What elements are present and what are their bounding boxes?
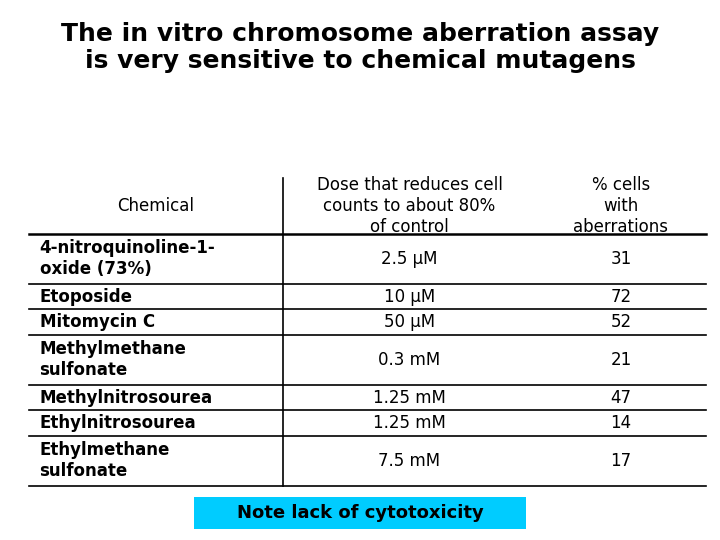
- Text: Ethylmethane
sulfonate: Ethylmethane sulfonate: [40, 441, 170, 480]
- Text: Dose that reduces cell
counts to about 80%
of control: Dose that reduces cell counts to about 8…: [317, 176, 503, 235]
- Text: 47: 47: [611, 389, 631, 407]
- Text: 52: 52: [611, 313, 631, 331]
- Text: The in vitro chromosome aberration assay
is very sensitive to chemical mutagens: The in vitro chromosome aberration assay…: [61, 22, 659, 73]
- Text: 31: 31: [611, 250, 631, 268]
- Text: Chemical: Chemical: [117, 197, 194, 215]
- Text: 17: 17: [611, 452, 631, 470]
- Text: % cells
with
aberrations: % cells with aberrations: [574, 176, 668, 235]
- Text: 14: 14: [611, 414, 631, 432]
- Text: 7.5 mM: 7.5 mM: [379, 452, 441, 470]
- Text: 4-nitroquinoline-1-
oxide (73%): 4-nitroquinoline-1- oxide (73%): [40, 239, 215, 278]
- Text: 1.25 mM: 1.25 mM: [373, 389, 446, 407]
- Text: Ethylnitrosourea: Ethylnitrosourea: [40, 414, 197, 432]
- Text: 2.5 μM: 2.5 μM: [382, 250, 438, 268]
- Text: Methylmethane
sulfonate: Methylmethane sulfonate: [40, 340, 186, 379]
- Text: 21: 21: [611, 351, 631, 369]
- Text: Etoposide: Etoposide: [40, 288, 132, 306]
- Text: 10 μM: 10 μM: [384, 288, 435, 306]
- Text: 1.25 mM: 1.25 mM: [373, 414, 446, 432]
- FancyBboxPatch shape: [194, 497, 526, 529]
- Text: Note lack of cytotoxicity: Note lack of cytotoxicity: [237, 504, 483, 522]
- Text: 50 μM: 50 μM: [384, 313, 435, 331]
- Text: Mitomycin C: Mitomycin C: [40, 313, 155, 331]
- Text: 0.3 mM: 0.3 mM: [379, 351, 441, 369]
- Text: Methylnitrosourea: Methylnitrosourea: [40, 389, 212, 407]
- Text: 72: 72: [611, 288, 631, 306]
